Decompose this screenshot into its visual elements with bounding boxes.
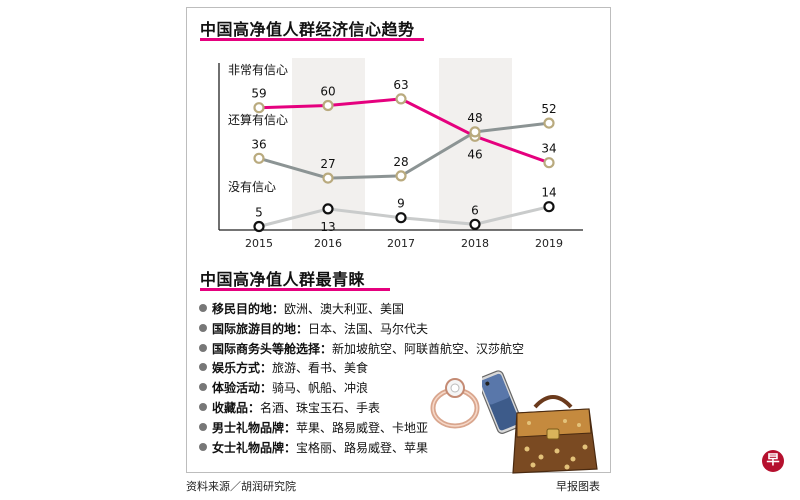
x-tick-label: 2016	[314, 237, 342, 250]
preference-value: 新加坡航空、阿联酋航空、汉莎航空	[332, 341, 525, 356]
preference-value: 名酒、珠宝玉石、手表	[260, 400, 381, 415]
preference-category: 娱乐方式：	[212, 361, 273, 376]
bullet-icon	[199, 383, 207, 392]
preference-item: 移民目的地：欧洲、澳大利亚、美国	[199, 300, 524, 320]
x-tick-label: 2015	[245, 237, 273, 250]
series-label: 没有信心	[228, 179, 276, 194]
data-point	[253, 102, 265, 114]
preferences-list: 移民目的地：欧洲、澳大利亚、美国 国际旅游目的地：日本、法国、马尔代夫 国际商务头等…	[199, 300, 524, 458]
preference-category: 移民目的地：	[212, 302, 285, 316]
data-point	[395, 170, 407, 182]
preference-item: 女士礼物品牌：宝格丽、路易威登、苹果	[199, 439, 524, 459]
data-label: 60	[320, 85, 335, 99]
preference-value: 日本、法国、马尔代夫	[308, 321, 429, 336]
bullet-icon	[199, 343, 207, 352]
preference-category: 体验活动：	[212, 381, 273, 396]
preference-category: 男士礼物品牌：	[212, 420, 297, 435]
series-label: 非常有信心	[228, 63, 288, 77]
seal-logo: 早	[762, 450, 784, 472]
preference-value: 宝格丽、路易威登、苹果	[296, 440, 429, 455]
preferences-title: 中国高净值人群最青睐	[200, 270, 366, 289]
bullet-icon	[199, 363, 207, 372]
data-point	[543, 201, 555, 213]
bullet-icon	[199, 422, 207, 431]
data-label: 27	[320, 157, 335, 171]
x-tick-label: 2017	[387, 237, 415, 250]
preference-value: 苹果、路易威登、卡地亚	[296, 420, 429, 435]
data-point	[543, 157, 555, 169]
data-label: 9	[397, 197, 405, 211]
smartphone-icon	[482, 370, 520, 434]
x-tick-label: 2019	[535, 237, 563, 250]
preference-value: 旅游、看书、美食	[272, 361, 369, 376]
bullet-icon	[199, 402, 207, 411]
infographic-card: 中国高净值人群经济信心趋势 非常有信心 还算有信心 没有信心 59 60 63 46 34 3…	[186, 7, 611, 473]
data-label: 63	[393, 78, 408, 92]
data-label: 28	[393, 155, 408, 169]
preferences-title-underline	[200, 288, 390, 291]
data-point	[543, 117, 555, 129]
data-label: 36	[251, 137, 266, 151]
data-point	[322, 203, 334, 215]
year-band	[292, 58, 365, 230]
x-tick-label: 2018	[461, 237, 489, 250]
preference-item: 收藏品：名酒、珠宝玉石、手表	[199, 399, 524, 419]
preference-item: 国际商务头等舱选择：新加坡航空、阿联酋航空、汉莎航空	[199, 340, 524, 360]
data-label: 46	[467, 147, 482, 161]
data-point	[253, 152, 265, 164]
bullet-icon	[199, 304, 207, 312]
data-label: 14	[541, 186, 556, 200]
series-label: 还算有信心	[228, 112, 288, 127]
data-point	[322, 172, 334, 184]
chart-title: 中国高净值人群经济信心趋势	[200, 20, 415, 39]
data-label: 6	[471, 203, 479, 217]
data-label: 13	[320, 220, 335, 234]
source-note: 资料来源／胡润研究院	[186, 480, 296, 493]
chart-title-underline	[200, 38, 424, 41]
data-point	[253, 220, 265, 233]
data-point	[322, 99, 334, 112]
ring-icon	[430, 378, 480, 429]
preference-item: 男士礼物品牌：苹果、路易威登、卡地亚	[199, 419, 524, 439]
data-label: 34	[541, 142, 556, 156]
preference-item: 国际旅游目的地：日本、法国、马尔代夫	[199, 320, 524, 340]
data-label: 5	[255, 206, 263, 220]
bullet-icon	[199, 323, 207, 332]
data-point	[469, 218, 481, 230]
preference-item: 体验活动：骑马、帆船、冲浪	[199, 379, 524, 399]
preference-value: 骑马、帆船、冲浪	[272, 381, 369, 396]
data-point	[395, 212, 407, 224]
data-point	[395, 93, 407, 105]
preference-category: 女士礼物品牌：	[212, 440, 297, 455]
data-point	[469, 126, 481, 138]
handbag-icon	[512, 395, 598, 474]
data-label: 52	[541, 102, 556, 116]
data-label: 59	[251, 87, 266, 101]
data-label: 48	[467, 111, 482, 125]
preference-value: 欧洲、澳大利亚、美国	[284, 302, 405, 316]
preference-category: 国际旅游目的地：	[212, 321, 309, 336]
preference-category: 收藏品：	[212, 400, 261, 415]
preference-category: 国际商务头等舱选择：	[212, 341, 333, 356]
bullet-icon	[199, 442, 207, 451]
credit-note: 早报图表	[556, 480, 600, 493]
preference-item: 娱乐方式：旅游、看书、美食	[199, 359, 524, 379]
